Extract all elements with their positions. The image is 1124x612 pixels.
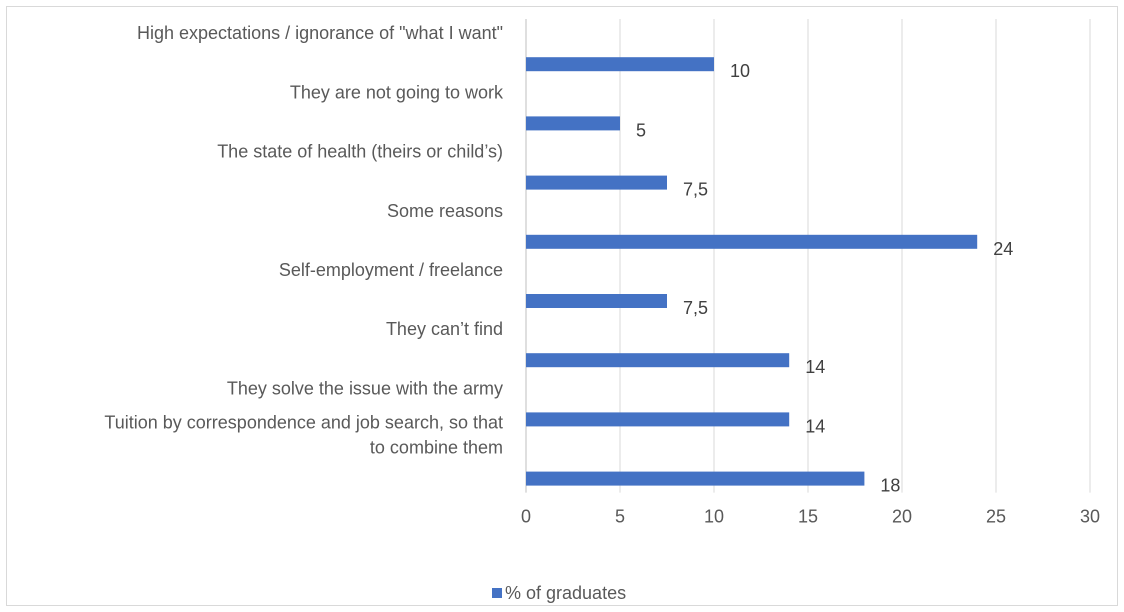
x-tick-label: 10 <box>704 507 724 527</box>
bar <box>526 412 790 427</box>
bar <box>526 471 865 486</box>
bar <box>526 294 667 308</box>
data-label: 24 <box>993 239 1013 259</box>
category-label: They solve the issue with the army <box>227 378 503 398</box>
data-label: 5 <box>636 120 646 140</box>
gridlines <box>525 19 1091 493</box>
bar-chart: 10 5 7,5 24 7,5 14 14 18 High expectations / ig… <box>104 19 1100 603</box>
category-label: Self-employment / freelance <box>279 260 503 280</box>
x-tick-label: 5 <box>615 507 625 527</box>
bar <box>526 175 667 190</box>
x-tick-label: 20 <box>892 507 912 527</box>
data-label: 14 <box>805 357 825 377</box>
legend-swatch <box>492 588 502 598</box>
category-label: The state of health (theirs or child’s) <box>217 142 503 162</box>
category-label: They are not going to work <box>290 82 504 102</box>
category-label: Some reasons <box>387 201 503 221</box>
data-labels: 10 5 7,5 24 7,5 14 14 18 <box>636 61 1013 495</box>
category-label: High expectations / ignorance of "what I… <box>137 23 503 43</box>
data-label: 14 <box>805 416 825 436</box>
x-tick-label: 0 <box>521 507 531 527</box>
x-axis-tick-labels: 0 5 10 15 20 25 30 <box>521 507 1100 527</box>
bar <box>526 234 978 249</box>
category-labels: High expectations / ignorance of "what I… <box>104 23 504 457</box>
data-label: 7,5 <box>683 180 708 200</box>
x-tick-label: 25 <box>986 507 1006 527</box>
data-label: 18 <box>880 476 900 496</box>
legend-label: % of graduates <box>505 583 626 603</box>
legend: % of graduates <box>492 583 626 603</box>
bar <box>526 353 790 368</box>
chart-frame: 10 5 7,5 24 7,5 14 14 18 High expectations / ig… <box>6 6 1118 606</box>
x-tick-label: 15 <box>798 507 818 527</box>
data-label: 10 <box>730 61 750 81</box>
bar <box>526 57 714 72</box>
category-label: They can’t find <box>386 319 503 339</box>
x-tick-label: 30 <box>1080 507 1100 527</box>
category-label: to combine them <box>370 438 503 458</box>
bars <box>526 57 978 486</box>
category-label: Tuition by correspondence and job search… <box>104 413 503 433</box>
data-label: 7,5 <box>683 298 708 318</box>
bar <box>526 116 620 131</box>
